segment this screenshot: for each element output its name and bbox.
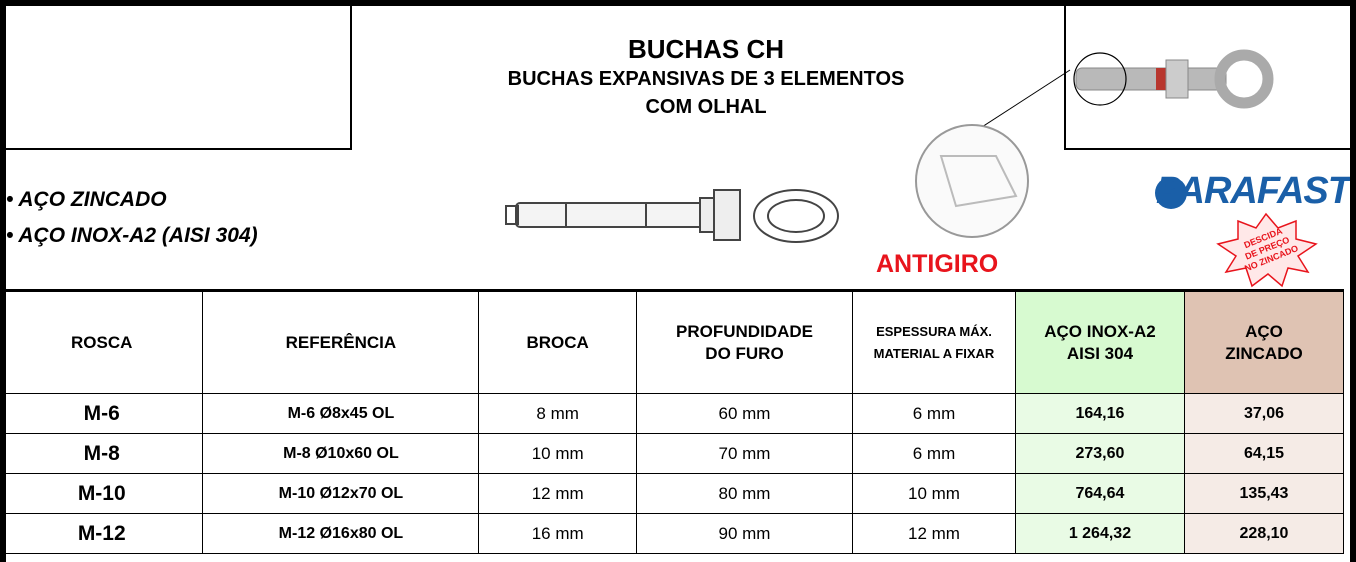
cell: 12 mm bbox=[478, 473, 637, 514]
cell: 228,10 bbox=[1183, 513, 1345, 554]
cell: M-8 bbox=[6, 433, 204, 474]
brand-icon bbox=[1155, 177, 1187, 209]
header-line: ROSCA bbox=[71, 332, 133, 352]
antigiro-label: ANTIGIRO bbox=[876, 250, 999, 278]
brand: PARAFAST bbox=[1156, 170, 1350, 212]
cell: M-6 Ø8x45 OL bbox=[202, 393, 480, 434]
cell: M-10 Ø12x70 OL bbox=[202, 473, 480, 514]
column-header: AÇO INOX-A2 AISI 304 bbox=[1014, 289, 1185, 394]
title-block: BUCHAS CH BUCHAS EXPANSIVAS DE 3 ELEMENT… bbox=[406, 34, 1006, 121]
header-line: PROFUNDIDADE bbox=[676, 321, 813, 341]
column-header: AÇO ZINCADO bbox=[1183, 289, 1345, 394]
cell: 10 mm bbox=[478, 433, 637, 474]
cell: M-10 bbox=[6, 473, 204, 514]
header-line: DO FURO bbox=[705, 343, 784, 363]
header-line: AISI 304 bbox=[1066, 343, 1134, 363]
cell: 16 mm bbox=[478, 513, 637, 554]
header-line: ESPESSURA MÁX. bbox=[876, 323, 992, 339]
bullet: • AÇO ZINCADO bbox=[6, 188, 167, 211]
table-row: M-6 M-6 Ø8x45 OL 8 mm 60 mm 6 mm 164,16 37,06 bbox=[6, 393, 1345, 434]
cell: 37,06 bbox=[1183, 393, 1345, 434]
cell: 135,43 bbox=[1183, 473, 1345, 514]
cell: 80 mm bbox=[635, 473, 854, 514]
cell: 764,64 bbox=[1014, 473, 1185, 514]
header-line: REFERÊNCIA bbox=[285, 332, 397, 352]
cell: 6 mm bbox=[852, 433, 1016, 474]
photo bbox=[1073, 49, 1274, 109]
cell: 6 mm bbox=[852, 393, 1016, 434]
cell: M-12 Ø16x80 OL bbox=[202, 513, 480, 554]
cell: 70 mm bbox=[635, 433, 854, 474]
cell: 164,16 bbox=[1014, 393, 1185, 434]
column-header: BROCA bbox=[478, 289, 637, 394]
header-line: AÇO INOX-A2 bbox=[1044, 321, 1156, 341]
table-row: M-12 M-12 Ø16x80 OL 16 mm 90 mm 12 mm 1 264,3… bbox=[6, 513, 1345, 554]
cell: M-6 bbox=[6, 393, 204, 434]
cell: 60 mm bbox=[635, 393, 854, 434]
table-row: M-10 M-10 Ø12x70 OL 12 mm 80 mm 10 mm 764,64 1… bbox=[6, 473, 1345, 514]
title: BUCHAS CH bbox=[628, 34, 784, 64]
cell: 10 mm bbox=[852, 473, 1016, 514]
blank-box bbox=[6, 6, 352, 150]
header-line: MATERIAL A FIXAR bbox=[873, 345, 995, 361]
cell: 273,60 bbox=[1014, 433, 1185, 474]
cell: M-12 bbox=[6, 513, 204, 554]
price-table: ROSCA REFERÊNCIA BROCA PROFUNDIDADE DO FURO E… bbox=[6, 289, 1345, 554]
table-row: M-8 M-8 Ø10x60 OL 10 mm 70 mm 6 mm 273,60 64,1… bbox=[6, 433, 1345, 474]
subtitle: COM OLHAL bbox=[645, 96, 767, 118]
bullet: • AÇO INOX-A2 (AISI 304) bbox=[6, 224, 258, 247]
header-line: BROCA bbox=[526, 332, 589, 352]
column-header: ESPESSURA MÁX. MATERIAL A FIXAR bbox=[852, 289, 1016, 394]
badge bbox=[1216, 212, 1318, 288]
photo-box bbox=[1064, 6, 1350, 150]
cell: 12 mm bbox=[852, 513, 1016, 554]
cell: 64,15 bbox=[1183, 433, 1345, 474]
column-header: PROFUNDIDADE DO FURO bbox=[635, 289, 854, 394]
cell: 90 mm bbox=[635, 513, 854, 554]
column-header: ROSCA bbox=[6, 289, 204, 394]
column-header: REFERÊNCIA bbox=[202, 289, 480, 394]
cell: M-8 Ø10x60 OL bbox=[202, 433, 480, 474]
header-line: ZINCADO bbox=[1225, 343, 1303, 363]
header-line: AÇO bbox=[1245, 321, 1283, 341]
cell: 1 264,32 bbox=[1014, 513, 1185, 554]
drawings: DESCIDA DE PREÇO NO ZINCADO bbox=[505, 69, 1318, 288]
subtitle: BUCHAS EXPANSIVAS DE 3 ELEMENTOS bbox=[507, 68, 905, 90]
cell: 8 mm bbox=[478, 393, 637, 434]
